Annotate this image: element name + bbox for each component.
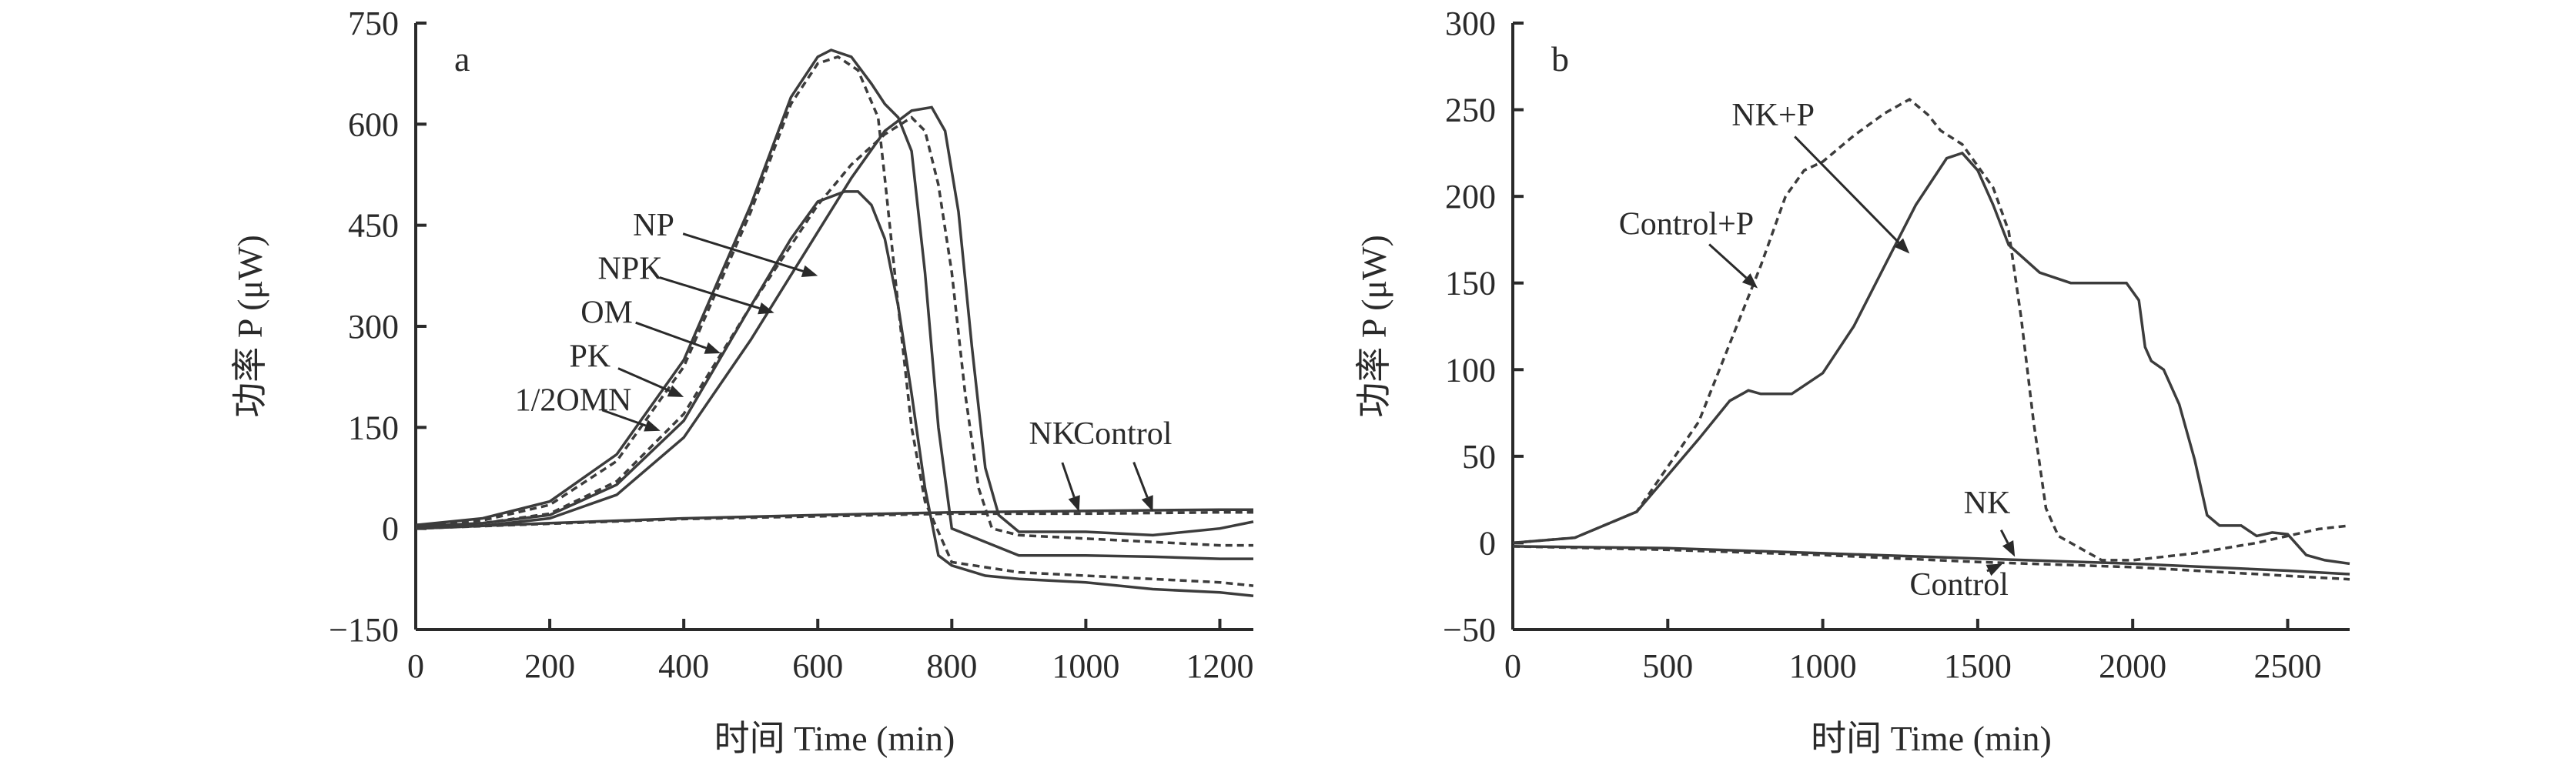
annotation-label: PK — [569, 339, 611, 375]
x-tick-label: 0 — [1504, 647, 1521, 685]
annotation-label: 1/2OMN — [515, 382, 632, 418]
annotation-label: NK+P — [1731, 98, 1815, 133]
annotation-arrow — [682, 232, 804, 272]
annotation-arrow — [601, 409, 647, 427]
x-tick-label: 0 — [407, 647, 424, 685]
annotation-arrowhead — [758, 302, 774, 315]
series-line-np — [415, 48, 1253, 560]
panel-letter: a — [454, 39, 470, 79]
x-tick-label: 1200 — [1186, 647, 1253, 685]
y-tick-label: 250 — [1445, 92, 1496, 129]
annotation-label: OM — [580, 296, 633, 331]
chart-panel-a: 0 200 400 600 800 1000 1200−150015030045060075… — [230, 5, 1253, 758]
annotation-arrowhead — [1741, 273, 1758, 289]
annotation-arrowhead — [667, 385, 684, 397]
y-tick-label: 150 — [1445, 265, 1496, 302]
x-tick-label: 800 — [926, 647, 977, 685]
annotation-label: NK — [1029, 416, 1076, 452]
annotation-arrow — [659, 276, 760, 310]
series-line-1-2omn — [415, 105, 1254, 537]
annotation-arrow — [1999, 529, 2009, 544]
series-line-control — [415, 510, 1253, 530]
y-tick-label: 50 — [1462, 438, 1496, 476]
series-line-om — [415, 190, 1254, 597]
x-tick-label: 600 — [792, 647, 843, 685]
annotation-label: Control+P — [1619, 207, 1754, 242]
x-tick-label: 1500 — [1944, 647, 2012, 685]
annotation-arrow — [1794, 135, 1900, 244]
annotation-label: NPK — [598, 252, 663, 287]
y-tick-label: 0 — [382, 510, 399, 548]
annotation-arrow — [1708, 243, 1748, 279]
annotation-arrowhead — [1894, 238, 1910, 254]
x-tick-label: 500 — [1642, 647, 1693, 685]
x-axis-title: 时间 Time (min) — [714, 719, 955, 758]
x-tick-label: 2000 — [2099, 647, 2166, 685]
annotation-arrowhead — [1986, 563, 2003, 576]
series-line-control-p — [1512, 97, 2350, 562]
y-tick-label: 750 — [348, 5, 399, 42]
annotation-arrow — [1061, 462, 1076, 498]
series-line-npk — [415, 55, 1254, 587]
annotation-arrowhead — [1141, 495, 1153, 512]
y-tick-label: 300 — [1445, 5, 1496, 42]
x-tick-label: 200 — [524, 647, 575, 685]
y-tick-label: 300 — [348, 308, 399, 346]
y-axis-title: 功率 P (μW) — [230, 235, 269, 418]
y-axis-title: 功率 P (μW) — [1354, 235, 1393, 418]
y-tick-label: 600 — [348, 105, 399, 143]
y-tick-label: 0 — [1479, 524, 1496, 562]
annotation-label: Control — [1073, 416, 1172, 452]
annotation-arrowhead — [801, 265, 818, 278]
annotation-arrow — [1132, 462, 1149, 498]
y-tick-label: 150 — [348, 409, 399, 446]
annotation-arrow — [617, 367, 671, 393]
y-tick-label: 200 — [1445, 178, 1496, 215]
x-tick-label: 1000 — [1789, 647, 1857, 685]
x-tick-label: 2500 — [2253, 647, 2321, 685]
x-tick-label: 400 — [658, 647, 709, 685]
annotation-arrowhead — [1068, 495, 1080, 512]
annotation-arrowhead — [644, 419, 661, 432]
panel-letter: b — [1551, 39, 1569, 79]
x-axis-title: 时间 Time (min) — [1811, 719, 2052, 758]
chart-panel-b: 0 500 1000 1500 2000 2500−5005010015020025030… — [1354, 5, 2350, 758]
y-tick-label: −150 — [329, 611, 399, 649]
y-tick-label: 100 — [1445, 351, 1496, 389]
annotation-arrowhead — [704, 342, 721, 354]
y-tick-label: −50 — [1443, 611, 1496, 649]
annotation-arrow — [1986, 569, 1989, 573]
series-line-pk — [415, 115, 1253, 547]
annotation-label: NK — [1964, 486, 2011, 521]
annotation-arrow — [635, 321, 707, 349]
series-line-control — [1512, 545, 2350, 581]
series-line-nk-p — [1512, 151, 2350, 566]
y-tick-label: 450 — [348, 207, 399, 245]
annotation-label: NP — [633, 208, 674, 243]
x-tick-label: 1000 — [1052, 647, 1119, 685]
annotation-arrowhead — [2002, 540, 2016, 557]
series-line-nk — [1512, 545, 2350, 576]
